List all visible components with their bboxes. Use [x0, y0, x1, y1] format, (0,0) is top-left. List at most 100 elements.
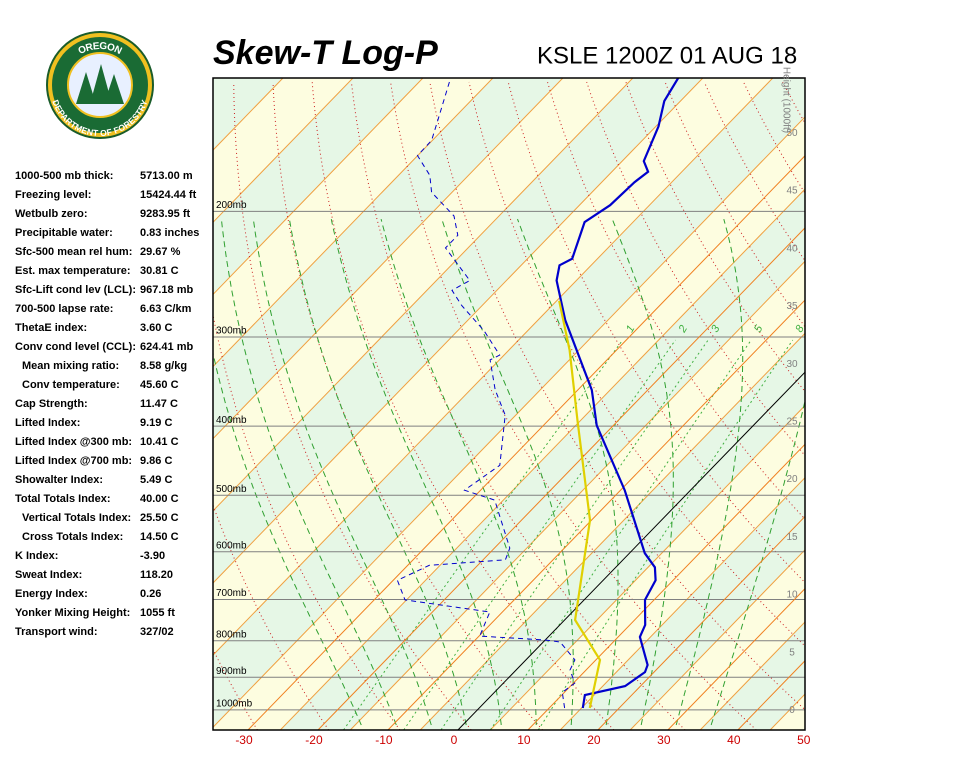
stat-value: 3.60 C [140, 322, 172, 334]
stat-label: Energy Index: [15, 588, 88, 600]
stat-value: 1055 ft [140, 607, 175, 619]
mixing-ratio-label: 1 [624, 323, 637, 334]
profile-line [555, 78, 680, 709]
stat-value: 9.19 C [140, 417, 172, 429]
dry-adiabat [900, 82, 960, 730]
stat-label: Lifted Index @700 mb: [15, 455, 132, 467]
stat-label: Vertical Totals Index: [22, 512, 131, 524]
stat-label: Wetbulb zero: [15, 208, 88, 220]
isotherm [213, 78, 354, 223]
x-tick-label: 50 [797, 733, 811, 747]
stat-label: ThetaE index: [15, 322, 87, 334]
stat-value: 6.63 C/km [140, 303, 192, 315]
dry-adiabat [311, 81, 615, 730]
stat-label: Conv temperature: [22, 379, 120, 391]
stat-value: 9283.95 ft [140, 208, 190, 220]
plot-frame [212, 77, 806, 731]
y2-tick-label: 30 [786, 359, 798, 370]
stat-label: K Index: [15, 550, 58, 562]
stat-value: 967.18 mb [140, 284, 193, 296]
stat-value: 0.83 inches [140, 227, 199, 239]
stat-value: 9.86 C [140, 455, 172, 467]
isotherm [349, 260, 805, 730]
y-tick-label: 300mb [216, 326, 247, 337]
stat-value: 45.60 C [140, 379, 179, 391]
x-tick-label: 10 [517, 733, 531, 747]
moist-adiabat [675, 218, 744, 726]
isotherm-tick [597, 515, 805, 730]
stat-label: Yonker Mixing Height: [15, 607, 130, 619]
stat-label: Showalter Index: [15, 474, 103, 486]
isotherm-tick [527, 443, 805, 730]
isotherm-tick [808, 78, 960, 730]
stat-value: 0.26 [140, 588, 161, 600]
y2-tick-label: 15 [786, 532, 798, 543]
dry-adiabat [547, 81, 805, 520]
y-tick-label: 1000mb [216, 699, 253, 710]
stat-label: Conv cond level (CCL): [15, 341, 136, 353]
zero-isotherm [457, 371, 805, 730]
x-tick-label: 40 [727, 733, 741, 747]
mixing-ratio-line [440, 339, 709, 730]
isotherm [213, 78, 564, 440]
y2-tick-label: 0 [789, 705, 795, 716]
moist-adiabat [288, 219, 467, 726]
y2-tick-label: 35 [786, 301, 798, 312]
moist-adiabat [220, 219, 397, 726]
stats-table: 1000-500 mb thick: 5713.00 m Freezing leve… [15, 170, 199, 638]
x-tick-label: 0 [451, 733, 458, 747]
mixing-ratio-line [403, 339, 676, 730]
stat-label: Cap Strength: [15, 398, 88, 410]
isotherm [279, 188, 805, 730]
y-tick-label: 700mb [216, 588, 247, 599]
y2-tick-label: 40 [786, 243, 798, 254]
y2-tick-label: 25 [786, 417, 798, 428]
dry-adiabat [468, 81, 805, 647]
dry-adiabat [782, 81, 805, 125]
stat-value: 25.50 C [140, 512, 179, 524]
isotherm [213, 78, 634, 512]
y2-tick-label: 45 [786, 186, 798, 197]
stat-label: Freezing level: [15, 189, 91, 201]
stat-value: 5713.00 m [140, 170, 193, 182]
temperature-band [840, 78, 960, 730]
x-tick-label: 30 [657, 733, 671, 747]
mixing-ratio-line [537, 339, 794, 730]
isotherm [213, 78, 494, 368]
isotherm-tick [247, 155, 805, 730]
stat-label: Mean mixing ratio: [22, 360, 119, 372]
y-tick-label: 500mb [216, 484, 247, 495]
chart-title: Skew-T Log-P [213, 34, 438, 72]
x-tick-label: -30 [235, 733, 253, 747]
y2-axis-label: Height (1000ft) [780, 67, 791, 133]
stat-label: Transport wind: [15, 626, 98, 638]
stat-value: 29.67 % [140, 246, 181, 258]
stat-value: 624.41 mb [140, 341, 193, 353]
stat-label: Sfc-500 mean rel hum: [15, 246, 132, 258]
plot-background [213, 78, 960, 730]
temperature-band [213, 78, 805, 728]
dry-adiabat [940, 82, 960, 730]
stat-value: 30.81 C [140, 265, 179, 277]
logo: OREGON DEPARTMENT OF FORESTRY [46, 31, 154, 139]
moist-adiabat [213, 351, 362, 726]
isotherm-tick [387, 299, 805, 730]
y2-tick-label: 50 [786, 128, 798, 139]
isotherm [489, 404, 805, 730]
dry-adiabat [586, 81, 805, 457]
stat-label: Lifted Index @300 mb: [15, 436, 132, 448]
isotherm [629, 549, 805, 730]
stat-label: Total Totals Index: [15, 493, 111, 505]
moist-adiabat [441, 218, 574, 726]
stat-label: 700-500 lapse rate: [15, 303, 113, 315]
stat-value: 14.50 C [140, 531, 179, 543]
x-tick-label: -10 [375, 733, 393, 747]
y-tick-label: 600mb [216, 540, 247, 551]
plot-lines [213, 78, 960, 730]
dry-adiabat [390, 81, 757, 730]
dry-adiabat [861, 82, 960, 730]
stat-label: Est. max temperature: [15, 265, 131, 277]
stat-value: 8.58 g/kg [140, 360, 187, 372]
y-tick-label: 900mb [216, 666, 247, 677]
profile-line [396, 80, 576, 709]
